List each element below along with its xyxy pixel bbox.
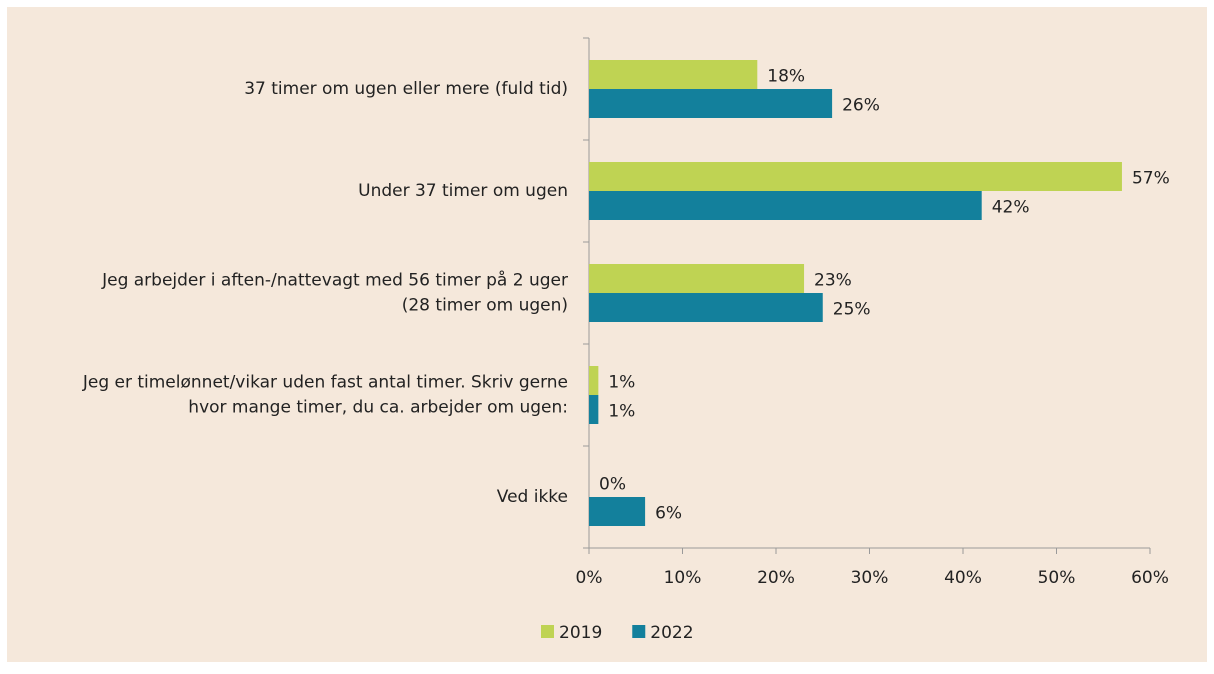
category-label: Ved ikke xyxy=(497,487,568,507)
data-label: 18% xyxy=(767,67,805,87)
legend-label: 2019 xyxy=(559,623,602,643)
data-label: 23% xyxy=(814,271,852,291)
x-tick-label: 30% xyxy=(851,568,889,588)
data-label: 6% xyxy=(655,504,682,524)
x-tick-label: 40% xyxy=(944,568,982,588)
category-label: Under 37 timer om ugen xyxy=(358,181,568,201)
x-tick-label: 0% xyxy=(576,568,603,588)
category-label-line: Jeg arbejder i aften-/nattevagt med 56 t… xyxy=(101,270,568,291)
data-label: 26% xyxy=(842,96,880,116)
category-label: Jeg er timelønnet/vikar uden fast antal … xyxy=(82,373,568,418)
bar xyxy=(589,395,599,424)
bar xyxy=(589,497,646,526)
category-label-line: Jeg er timelønnet/vikar uden fast antal … xyxy=(82,373,568,393)
bar xyxy=(589,89,833,118)
legend-label: 2022 xyxy=(650,623,693,643)
bar xyxy=(589,60,758,89)
data-label: 0% xyxy=(599,475,626,495)
category-label-line: (28 timer om ugen) xyxy=(402,296,568,316)
category-label: Jeg arbejder i aften-/nattevagt med 56 t… xyxy=(101,270,568,316)
category-label-line: Under 37 timer om ugen xyxy=(358,181,568,201)
category-label-line: 37 timer om ugen eller mere (fuld tid) xyxy=(244,79,568,99)
data-label: 1% xyxy=(608,373,635,393)
data-label: 1% xyxy=(608,402,635,422)
data-label: 42% xyxy=(992,198,1030,218)
category-label-line: hvor mange timer, du ca. arbejder om uge… xyxy=(188,398,568,418)
x-tick-label: 20% xyxy=(757,568,795,588)
bar xyxy=(589,293,823,322)
bar xyxy=(589,366,599,395)
bar xyxy=(589,264,805,293)
x-tick-label: 10% xyxy=(664,568,702,588)
legend-swatch xyxy=(541,625,554,638)
data-label: 25% xyxy=(833,300,871,320)
data-label: 57% xyxy=(1132,169,1170,189)
category-label: 37 timer om ugen eller mere (fuld tid) xyxy=(244,79,568,99)
bar xyxy=(589,191,982,220)
bar xyxy=(589,162,1122,191)
category-label-line: Ved ikke xyxy=(497,487,568,507)
x-tick-label: 50% xyxy=(1038,568,1076,588)
legend-swatch xyxy=(632,625,646,638)
x-tick-label: 60% xyxy=(1131,568,1169,588)
